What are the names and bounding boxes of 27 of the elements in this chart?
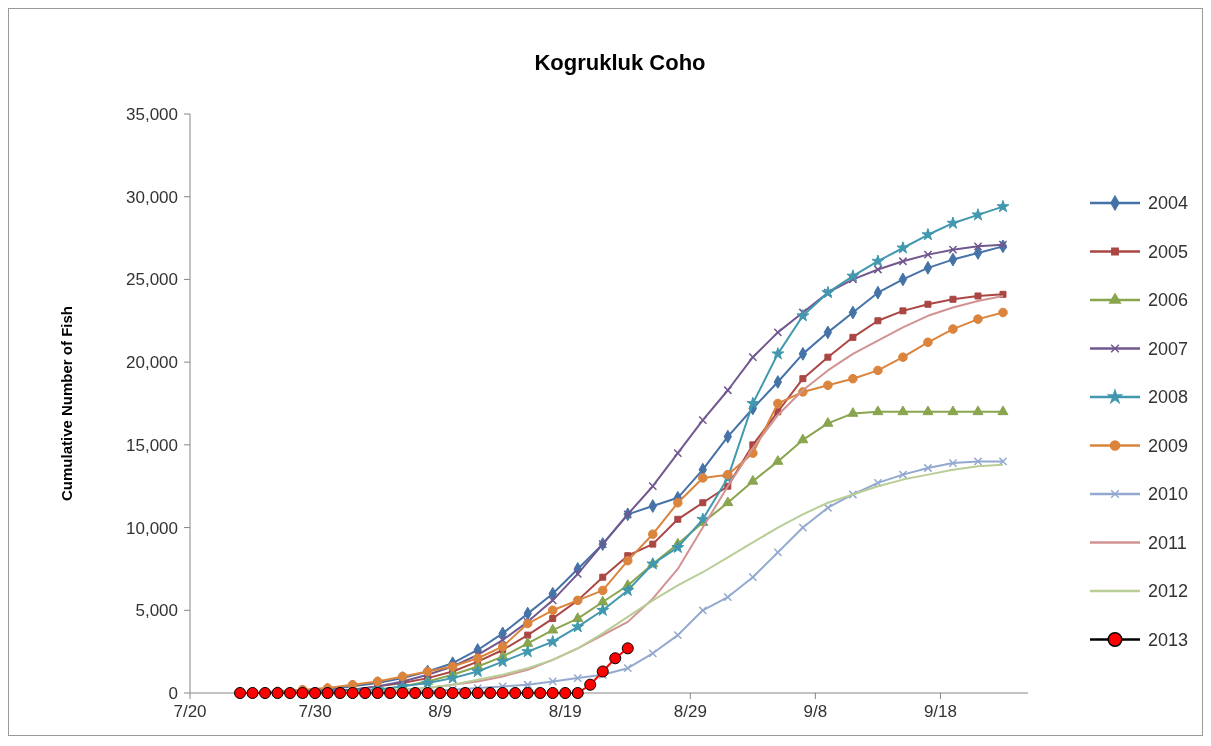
- legend-label: 2007: [1148, 338, 1189, 359]
- x-tick-label: 8/29: [673, 702, 707, 721]
- x-tick-label: 9/8: [803, 702, 828, 721]
- legend-label: 2011: [1148, 532, 1187, 553]
- x-tick-label: 8/19: [548, 702, 582, 721]
- legend-label: 2009: [1148, 435, 1189, 456]
- x-tick-label: 7/30: [298, 702, 332, 721]
- x-tick-label: 7/20: [173, 702, 207, 721]
- x-tick-label: 8/9: [428, 702, 452, 721]
- legend-label: 2004: [1148, 193, 1189, 214]
- legend-label: 2010: [1148, 484, 1189, 505]
- y-tick-label: 0: [168, 683, 178, 703]
- x-tick-label: 9/18: [923, 702, 957, 721]
- y-tick-label: 35,000: [126, 104, 178, 124]
- y-axis-title: Cumulative Number of Fish: [58, 305, 75, 502]
- y-tick-label: 15,000: [126, 435, 178, 455]
- legend-label: 2006: [1148, 290, 1189, 311]
- chart-title: Kogrukluk Coho: [534, 50, 706, 75]
- y-tick-label: 30,000: [126, 187, 178, 207]
- legend-label: 2008: [1148, 387, 1189, 408]
- y-tick-label: 5,000: [135, 601, 178, 621]
- y-tick-label: 10,000: [126, 518, 178, 538]
- legend-label: 2005: [1148, 241, 1189, 262]
- y-tick-label: 20,000: [126, 353, 178, 373]
- y-tick-label: 25,000: [126, 270, 178, 290]
- legend-label: 2013: [1148, 629, 1189, 650]
- legend-label: 2012: [1148, 581, 1189, 602]
